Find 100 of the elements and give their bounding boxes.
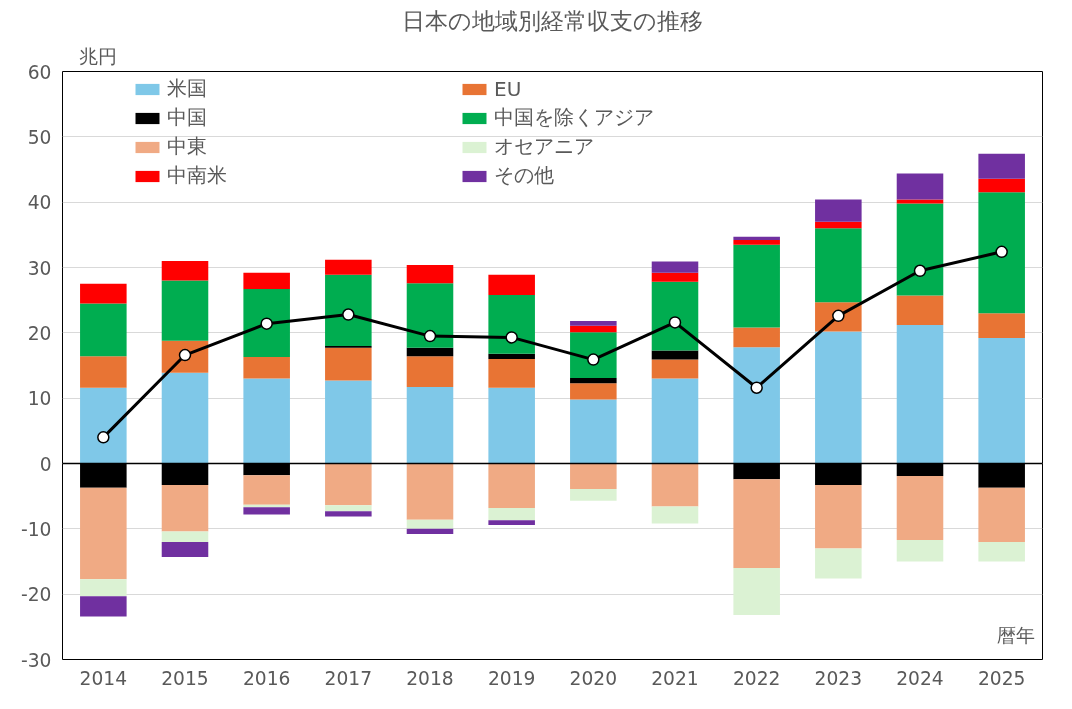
x-tick-label: 2025 [977, 667, 1026, 689]
point [423, 329, 437, 343]
bar [733, 347, 780, 464]
bar [896, 173, 944, 200]
bar [896, 295, 944, 325]
bar [978, 178, 1025, 193]
point [97, 431, 110, 444]
bar [406, 264, 454, 284]
bar [651, 359, 699, 379]
bar [488, 358, 535, 388]
y-tick-label: 30 [27, 257, 52, 279]
bar [161, 260, 209, 281]
bar [325, 511, 372, 517]
bar [406, 347, 454, 357]
x-tick-label: 2016 [242, 667, 291, 689]
y-tick-label: 10 [27, 388, 52, 410]
bar [488, 387, 535, 464]
bar [651, 378, 699, 464]
bar [80, 596, 127, 617]
bar [570, 399, 617, 464]
bar [161, 372, 209, 464]
y-axis-title: 兆円 [78, 45, 117, 67]
bar [325, 505, 372, 512]
bar [733, 236, 780, 241]
x-tick-label: 2021 [651, 667, 699, 689]
bar [243, 272, 290, 290]
bar [733, 568, 780, 616]
y-tick-label: -30 [21, 649, 52, 671]
bar [896, 324, 944, 464]
bar [406, 519, 454, 529]
bar [896, 203, 944, 296]
x-axis-title: 暦年 [996, 624, 1035, 646]
bar [815, 199, 862, 222]
bar [570, 488, 617, 501]
bar [651, 261, 699, 273]
bar [651, 272, 699, 282]
bar [325, 274, 372, 346]
bar [978, 487, 1025, 542]
x-tick-label: 2019 [487, 667, 536, 689]
point [750, 381, 763, 394]
bar [815, 221, 862, 229]
bar [488, 507, 535, 521]
bar [570, 325, 617, 333]
bar [488, 520, 535, 525]
bar [488, 353, 535, 359]
bar [243, 289, 290, 358]
x-tick-label: 2022 [732, 667, 781, 689]
legend-label: 中東 [167, 133, 208, 160]
bar [570, 463, 617, 489]
x-tick-label: 2018 [406, 667, 454, 689]
bar [488, 274, 535, 295]
bar [488, 294, 535, 354]
bar [733, 240, 780, 245]
y-tick-label: -10 [21, 518, 52, 540]
bar [243, 475, 290, 505]
bar [815, 228, 862, 303]
y-tick-label: 50 [27, 126, 52, 148]
bar [815, 485, 862, 549]
x-tick-label: 2020 [569, 667, 618, 689]
bar [161, 541, 209, 557]
legend-label: 中国を除くアジア [494, 104, 655, 131]
y-tick-label: -20 [21, 584, 52, 606]
x-tick-label: 2015 [161, 667, 209, 689]
bar [651, 463, 699, 507]
bar [80, 579, 127, 597]
bar [243, 378, 290, 464]
bar [896, 475, 944, 540]
y-tick-label: 40 [27, 192, 52, 214]
bar [243, 357, 290, 379]
bar [896, 539, 944, 562]
bar [978, 313, 1025, 339]
bar [161, 280, 209, 341]
y-tick-label: 0 [39, 453, 52, 475]
bar [406, 283, 454, 348]
bar [488, 463, 535, 508]
x-tick-label: 2024 [896, 667, 944, 689]
bar [651, 350, 699, 360]
bar [80, 283, 127, 304]
chart-title: 日本の地域別経常収支の推移 [402, 7, 703, 34]
legend-label: EU [494, 76, 523, 101]
point [505, 331, 518, 344]
legend-label: オセアニア [494, 133, 595, 160]
bar [978, 192, 1025, 314]
bar [406, 528, 454, 535]
bar [733, 327, 780, 348]
y-tick-label: 60 [27, 61, 52, 83]
bar [978, 338, 1025, 464]
bar [243, 507, 290, 515]
bar [161, 531, 209, 542]
bar [570, 321, 617, 326]
point [913, 264, 927, 278]
point [342, 308, 355, 321]
bar [570, 383, 617, 400]
bar [80, 356, 127, 388]
bar [978, 153, 1025, 179]
y-tick-label: 20 [27, 322, 52, 344]
bar [80, 387, 127, 464]
bar [570, 377, 617, 384]
bar [406, 387, 454, 464]
bar [325, 463, 372, 506]
